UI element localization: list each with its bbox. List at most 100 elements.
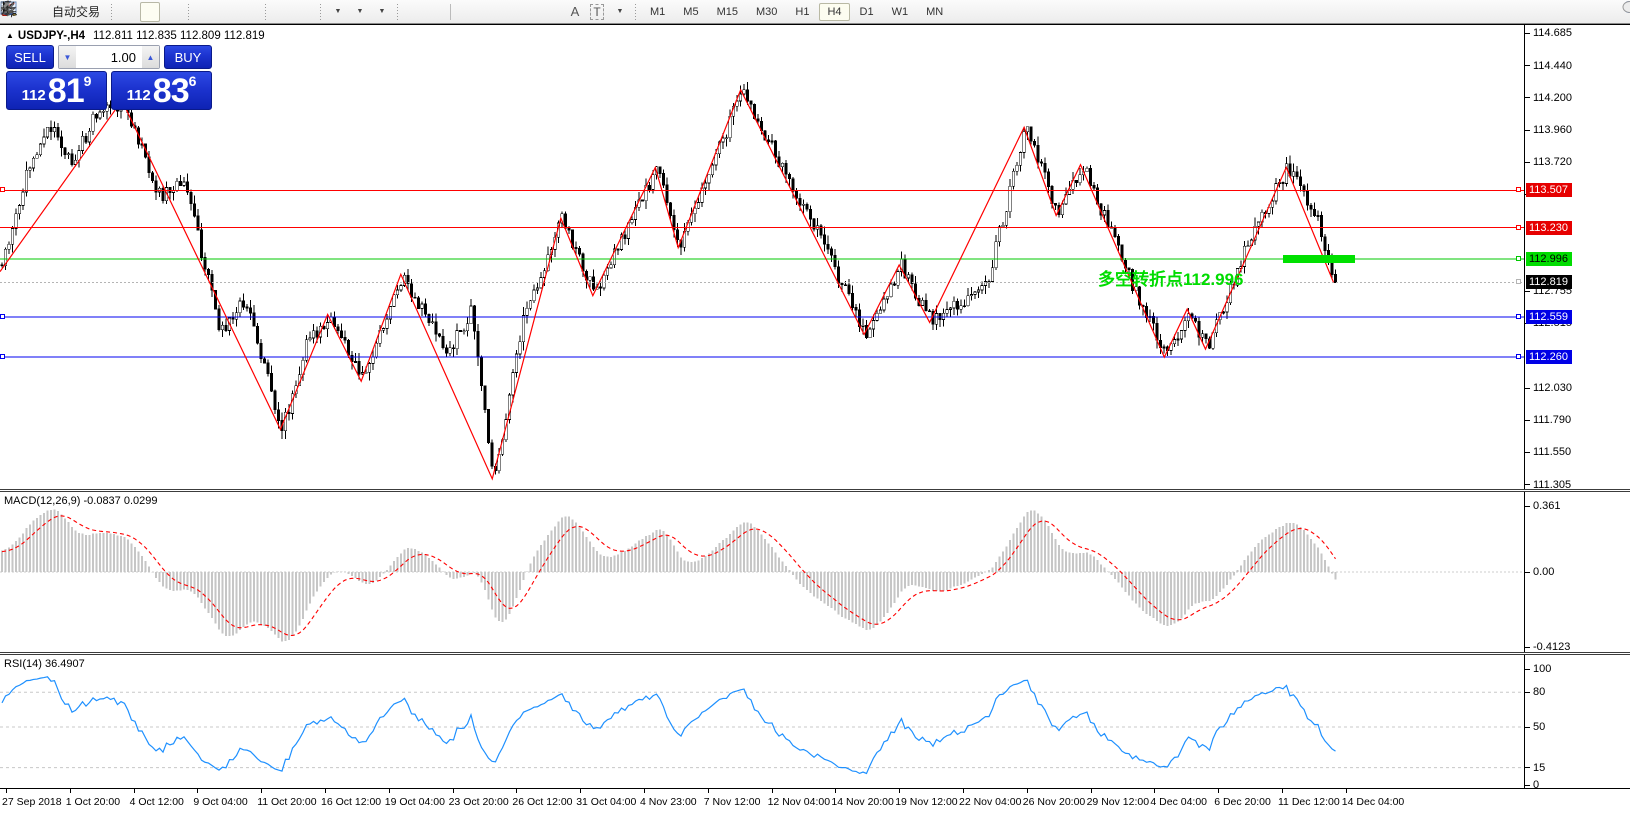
time-label: 11 Oct 20:00 — [257, 796, 317, 808]
zoom-in-button[interactable] — [1, 1, 215, 22]
line-end-marker[interactable] — [1516, 279, 1521, 285]
timeframe-w1[interactable]: W1 — [891, 5, 909, 18]
toolbar-separator — [450, 3, 452, 20]
time-label: 6 Dec 20:00 — [1214, 796, 1271, 808]
channel-button[interactable]: E — [0, 0, 541, 22]
chat-icon[interactable] — [1622, 0, 1630, 17]
buy-price-prefix: 112 — [126, 87, 151, 104]
rsi-tick: 100 — [1525, 663, 1551, 675]
timeframe-d1[interactable]: D1 — [859, 5, 874, 18]
timeframe-mn[interactable]: MN — [926, 5, 944, 18]
arrows-icon — [3, 2, 13, 14]
templates-button[interactable]: ▼ — [0, 1, 391, 22]
chart-window: 114.685114.440114.200113.960113.720113.4… — [0, 24, 1630, 813]
price-tick: 111.305 — [1525, 479, 1571, 491]
line-end-marker[interactable] — [0, 187, 5, 193]
panel-separator[interactable] — [0, 652, 1630, 655]
new-chart-button[interactable]: ▼ — [0, 1, 347, 22]
line-end-marker[interactable] — [1516, 187, 1521, 193]
timeframe-m1[interactable]: M1 — [650, 5, 666, 18]
dropdown-arrow-icon: ▼ — [356, 8, 364, 15]
panel-separator[interactable] — [0, 489, 1630, 492]
price-level-tag: 112.559 — [1526, 310, 1572, 325]
crosshair-button[interactable] — [1, 0, 446, 22]
sell-label: SELL — [14, 49, 46, 65]
time-label: 19 Nov 12:00 — [895, 796, 958, 808]
macd-tick: 0.00 — [1525, 566, 1554, 578]
horizontal-line-button[interactable] — [1, 2, 497, 22]
volume-value[interactable]: 1.00 — [110, 49, 136, 65]
trendline-icon — [1, 1, 15, 15]
time-tick — [1345, 789, 1347, 793]
collapse-triangle-icon[interactable]: ▲ — [6, 31, 14, 40]
volume-decrease-button[interactable]: ▼ — [59, 46, 76, 68]
fibonacci-button[interactable]: F — [1, 2, 563, 22]
price-tick: 113.720 — [1525, 156, 1572, 168]
time-label: 16 Oct 12:00 — [321, 796, 382, 808]
text-button[interactable]: A — [565, 2, 585, 22]
timeframe-m15[interactable]: M15 — [716, 5, 738, 18]
line-end-marker[interactable] — [0, 354, 5, 360]
volume-spinner: ▼ 1.00 ▲ — [58, 45, 160, 69]
time-label: 4 Nov 23:00 — [640, 796, 697, 808]
toolbar-grip — [318, 3, 324, 20]
time-label: 9 Oct 04:00 — [193, 796, 248, 808]
chart-symbol: USDJPY-,H4 — [17, 30, 86, 42]
time-tick — [963, 789, 964, 793]
timeframe-m30[interactable]: M30 — [755, 5, 778, 18]
time-tick — [197, 789, 199, 793]
buy-label: BUY — [174, 49, 202, 65]
autotrading-button[interactable]: 自动交易 — [0, 1, 105, 22]
line-end-marker[interactable] — [1516, 224, 1521, 230]
turning-point-annotation[interactable]: 多空转折点112.996 — [1098, 269, 1244, 289]
timeframe-m5[interactable]: M5 — [683, 5, 699, 18]
line-end-marker[interactable] — [1516, 255, 1521, 261]
zoom-out-button[interactable] — [1, 1, 237, 22]
time-label: 14 Nov 20:00 — [831, 796, 894, 808]
main-chart-plot[interactable] — [0, 25, 1524, 489]
volume-increase-button[interactable]: ▲ — [142, 46, 159, 68]
one-click-trading-widget: SELL ▼ 1.00 ▲ BUY 112 81 9 112 83 6 — [6, 45, 212, 110]
price-tick: 111.550 — [1525, 446, 1571, 458]
cursor-button[interactable] — [3, 1, 424, 22]
time-tick — [1282, 789, 1283, 793]
bar-chart-button[interactable] — [1, 2, 138, 22]
line-end-marker[interactable] — [0, 314, 5, 320]
dropdown-arrow-icon: ▼ — [378, 8, 386, 15]
time-label: 27 Sep 2018 — [2, 796, 62, 808]
time-axis[interactable]: 27 Sep 2018 1 Oct 20:00 4 Oct 12:00 9 Oct 0… — [0, 788, 1630, 813]
text-label-button[interactable]: T — [587, 2, 607, 22]
time-tick — [1026, 789, 1028, 793]
macd-tick: -0.4123 — [1525, 641, 1570, 653]
main-price-axis[interactable]: 114.685114.440114.200113.960113.720113.4… — [1524, 25, 1630, 491]
tile-windows-button[interactable] — [0, 1, 259, 22]
time-tick — [835, 789, 837, 793]
arrows-button[interactable]: ▼ — [3, 2, 629, 22]
price-tick: 114.200 — [1525, 92, 1572, 104]
sell-button[interactable]: SELL — [6, 45, 54, 69]
macd-plot[interactable] — [0, 492, 1524, 652]
rsi-plot[interactable] — [0, 655, 1524, 788]
price-level-tag: 113.507 — [1526, 183, 1572, 198]
candlestick-chart-button[interactable] — [2, 1, 161, 22]
rsi-name: RSI(14) — [4, 658, 42, 670]
time-tick — [452, 789, 454, 793]
auto-scroll-button[interactable] — [1, 1, 292, 22]
line-end-marker[interactable] — [1516, 354, 1521, 360]
price-tick: 113.960 — [1525, 124, 1572, 136]
gold-badge-icon[interactable] — [0, 0, 45, 22]
time-tick — [1218, 789, 1220, 793]
sell-price-button[interactable]: 112 81 9 — [6, 71, 107, 110]
line-chart-button[interactable] — [0, 2, 182, 22]
buy-button[interactable]: BUY — [164, 45, 212, 69]
time-tick — [516, 789, 518, 793]
vertical-line-button[interactable] — [5, 1, 475, 22]
trendline-button[interactable] — [1, 1, 519, 22]
periods-button[interactable]: ▼ — [0, 0, 369, 22]
timeframe-h4[interactable]: H4 — [819, 2, 850, 21]
chart-shift-button[interactable] — [1, 1, 314, 22]
timeframe-h1[interactable]: H1 — [795, 5, 810, 18]
buy-price-button[interactable]: 112 83 6 — [111, 71, 212, 110]
time-label: 22 Nov 04:00 — [959, 796, 1022, 808]
line-end-marker[interactable] — [1516, 314, 1521, 320]
